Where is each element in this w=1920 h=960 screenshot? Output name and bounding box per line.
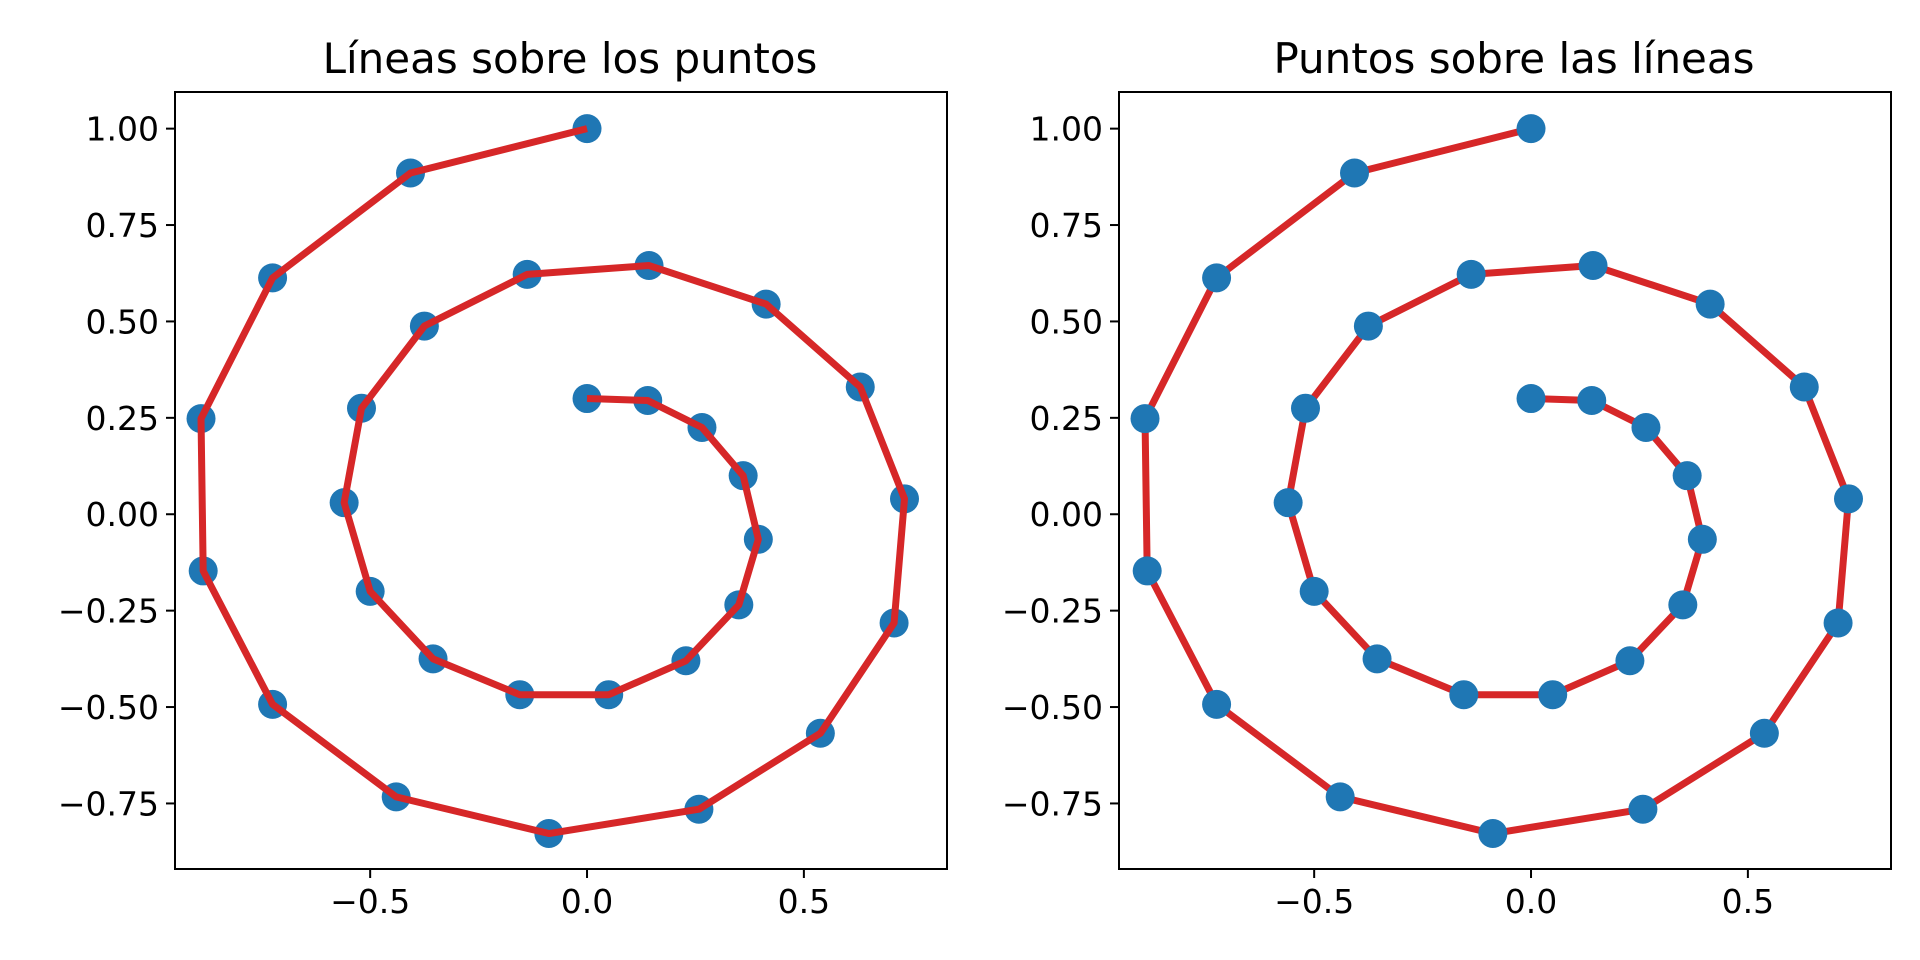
data-point [1353,311,1383,341]
data-point [1631,412,1661,442]
data-point [1668,590,1698,620]
x-tick-label: 0.5 [778,882,830,921]
y-tick-label: 0.00 [86,495,159,534]
y-tick-label: 0.50 [1030,302,1103,341]
y-tick-label: −0.50 [1002,688,1103,727]
y-tick-label: 0.25 [86,399,159,438]
data-point [1749,718,1779,748]
y-tick-label: 0.50 [86,302,159,341]
data-point [1202,689,1232,719]
data-point [1628,794,1658,824]
data-point [1516,114,1546,144]
y-tick-label: −0.50 [58,688,159,727]
data-point [1687,524,1717,554]
y-tick-label: −0.25 [58,592,159,631]
data-point [1615,646,1645,676]
y-tick-label: −0.75 [58,784,159,823]
x-tick-label: −0.5 [330,882,410,921]
y-tick-label: 0.25 [1030,399,1103,438]
data-point [1299,576,1329,606]
plot-area [1130,114,1863,849]
axes-frame [1118,91,1892,870]
plot-area [186,114,919,849]
data-point [1538,680,1568,710]
data-point [1789,372,1819,402]
x-tick-label: 0.5 [1722,882,1774,921]
y-tick-label: 1.00 [1030,110,1103,149]
x-tick-label: 0.0 [561,882,613,921]
x-tick-label: −0.5 [1274,882,1354,921]
subplot-title: Líneas sobre los puntos [323,34,818,83]
y-tick-label: 1.00 [86,110,159,149]
data-point [1516,384,1546,414]
data-point [1833,484,1863,514]
data-point [1672,461,1702,491]
data-point [1456,259,1486,289]
data-point [1577,385,1607,415]
data-point [1130,404,1160,434]
series-line [197,125,908,838]
subplot-lines-over-points: Líneas sobre los puntos −0.5 0.0 0.5 −0.75 −… [58,34,948,921]
data-point [1290,393,1320,423]
data-point [1202,263,1232,293]
data-point [1478,819,1508,849]
data-point [1823,608,1853,638]
data-point [1578,251,1608,281]
data-point [1340,158,1370,188]
data-point [1132,556,1162,586]
axes-frame [174,91,948,870]
y-tick-label: −0.25 [1002,592,1103,631]
y-tick-label: 0.00 [1030,495,1103,534]
subplot-title: Puntos sobre las líneas [1273,34,1754,83]
data-point [572,114,602,144]
data-point [1695,289,1725,319]
subplot-points-over-lines: Puntos sobre las líneas −0.5 0.0 0.5 −0.75 −… [1002,34,1892,921]
y-tick-label: 0.75 [86,206,159,245]
data-point [1325,782,1355,812]
data-point [1449,680,1479,710]
y-tick-label: 0.75 [1030,206,1103,245]
data-point [1362,644,1392,674]
x-tick-label: 0.0 [1505,882,1557,921]
y-tick-label: −0.75 [1002,784,1103,823]
data-point [1273,488,1303,518]
